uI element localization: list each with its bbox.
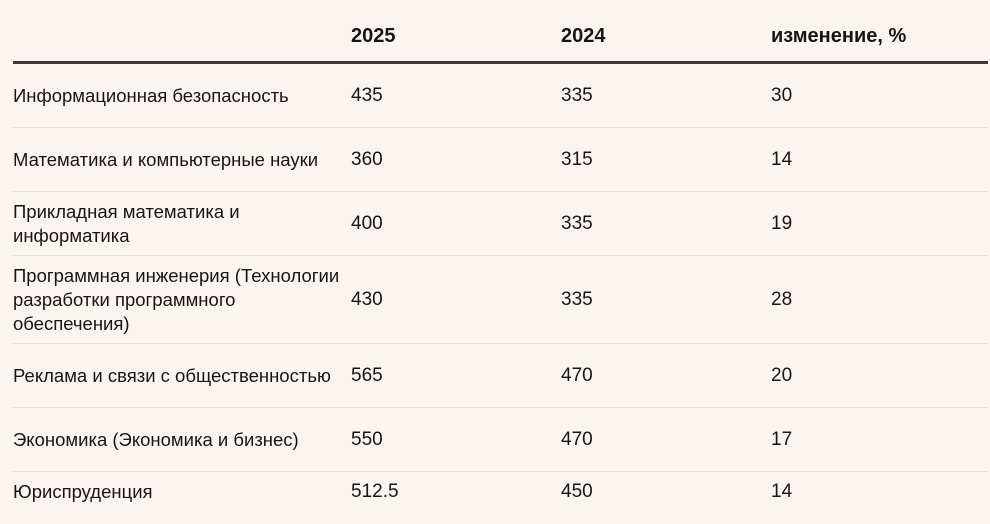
table-row: Программная инженерия (Технологии разраб…: [13, 256, 988, 344]
cell-2025: 400: [351, 212, 383, 234]
cell-field-name: Экономика (Экономика и бизнес): [13, 428, 299, 450]
table-row: Прикладная математика и информатика 400 …: [13, 192, 988, 256]
cell-2025: 550: [351, 428, 383, 450]
cell-2024: 315: [561, 148, 593, 170]
cell-2024: 470: [561, 364, 593, 386]
table-header-row: 2025 2024 изменение, %: [13, 0, 988, 64]
cell-2024: 335: [561, 84, 593, 106]
cell-field-name: Информационная безопасность: [13, 84, 289, 106]
table-row: Математика и компьютерные науки 360 315 …: [13, 128, 988, 192]
cell-change: 20: [771, 364, 793, 386]
cell-field-name: Юриспруденция: [13, 481, 153, 502]
cell-field-name: Реклама и связи с общественностью: [13, 364, 331, 386]
header-cell-2025: 2025: [351, 25, 396, 47]
header-cell-name: [13, 25, 351, 37]
cell-change: 28: [771, 288, 793, 310]
cell-2024: 335: [561, 212, 593, 234]
cell-2025: 430: [351, 288, 383, 310]
header-cell-2024: 2024: [561, 25, 606, 47]
cell-change: 30: [771, 84, 793, 106]
cell-2025: 512.5: [351, 481, 399, 502]
cell-field-name: Математика и компьютерные науки: [13, 148, 319, 170]
cell-2025: 360: [351, 148, 383, 170]
cell-2025: 565: [351, 364, 383, 386]
table-row: Информационная безопасность 435 335 30: [13, 64, 988, 128]
cell-change: 14: [771, 481, 793, 502]
cell-2024: 450: [561, 481, 593, 502]
header-cell-change: изменение, %: [771, 25, 907, 47]
cell-2025: 435: [351, 84, 383, 106]
table-row: Реклама и связи с общественностью 565 47…: [13, 344, 988, 408]
cell-2024: 470: [561, 428, 593, 450]
cell-field-name: Прикладная математика и информатика: [13, 200, 240, 246]
table-row: Юриспруденция 512.5 450 14: [13, 472, 988, 512]
cell-field-name: Программная инженерия (Технологии разраб…: [13, 264, 340, 334]
cell-change: 19: [771, 212, 793, 234]
table-row: Экономика (Экономика и бизнес) 550 470 1…: [13, 408, 988, 472]
cell-2024: 335: [561, 288, 593, 310]
cell-change: 17: [771, 428, 793, 450]
data-table: 2025 2024 изменение, % Информационная бе…: [13, 0, 988, 512]
cell-change: 14: [771, 148, 793, 170]
